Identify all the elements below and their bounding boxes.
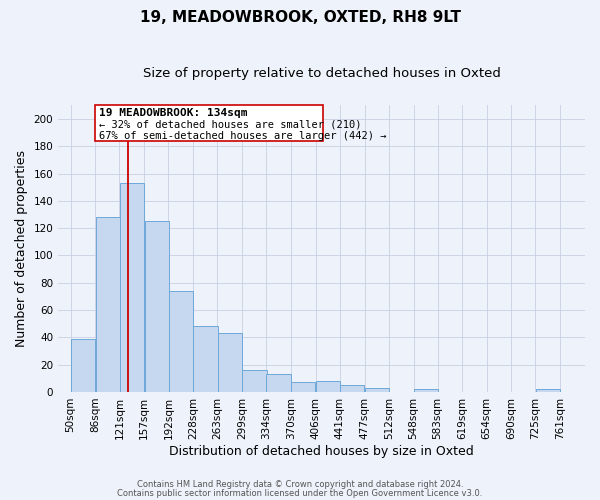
X-axis label: Distribution of detached houses by size in Oxted: Distribution of detached houses by size … bbox=[169, 444, 474, 458]
Bar bbox=[414, 389, 438, 392]
Bar bbox=[71, 338, 95, 392]
Bar bbox=[120, 183, 144, 392]
Bar bbox=[95, 106, 323, 141]
Bar bbox=[169, 291, 193, 392]
Text: 19, MEADOWBROOK, OXTED, RH8 9LT: 19, MEADOWBROOK, OXTED, RH8 9LT bbox=[139, 10, 461, 25]
Bar bbox=[242, 370, 266, 392]
Y-axis label: Number of detached properties: Number of detached properties bbox=[15, 150, 28, 347]
Bar bbox=[145, 222, 169, 392]
Bar bbox=[316, 381, 340, 392]
Text: ← 32% of detached houses are smaller (210): ← 32% of detached houses are smaller (21… bbox=[99, 120, 361, 130]
Bar bbox=[291, 382, 316, 392]
Bar bbox=[340, 385, 364, 392]
Bar bbox=[218, 334, 242, 392]
Text: Contains HM Land Registry data © Crown copyright and database right 2024.: Contains HM Land Registry data © Crown c… bbox=[137, 480, 463, 489]
Bar bbox=[536, 389, 560, 392]
Text: 19 MEADOWBROOK: 134sqm: 19 MEADOWBROOK: 134sqm bbox=[99, 108, 247, 118]
Bar bbox=[266, 374, 290, 392]
Title: Size of property relative to detached houses in Oxted: Size of property relative to detached ho… bbox=[143, 68, 500, 80]
Bar bbox=[365, 388, 389, 392]
Bar bbox=[95, 217, 120, 392]
Text: 67% of semi-detached houses are larger (442) →: 67% of semi-detached houses are larger (… bbox=[99, 131, 386, 141]
Bar bbox=[193, 326, 218, 392]
Text: Contains public sector information licensed under the Open Government Licence v3: Contains public sector information licen… bbox=[118, 488, 482, 498]
